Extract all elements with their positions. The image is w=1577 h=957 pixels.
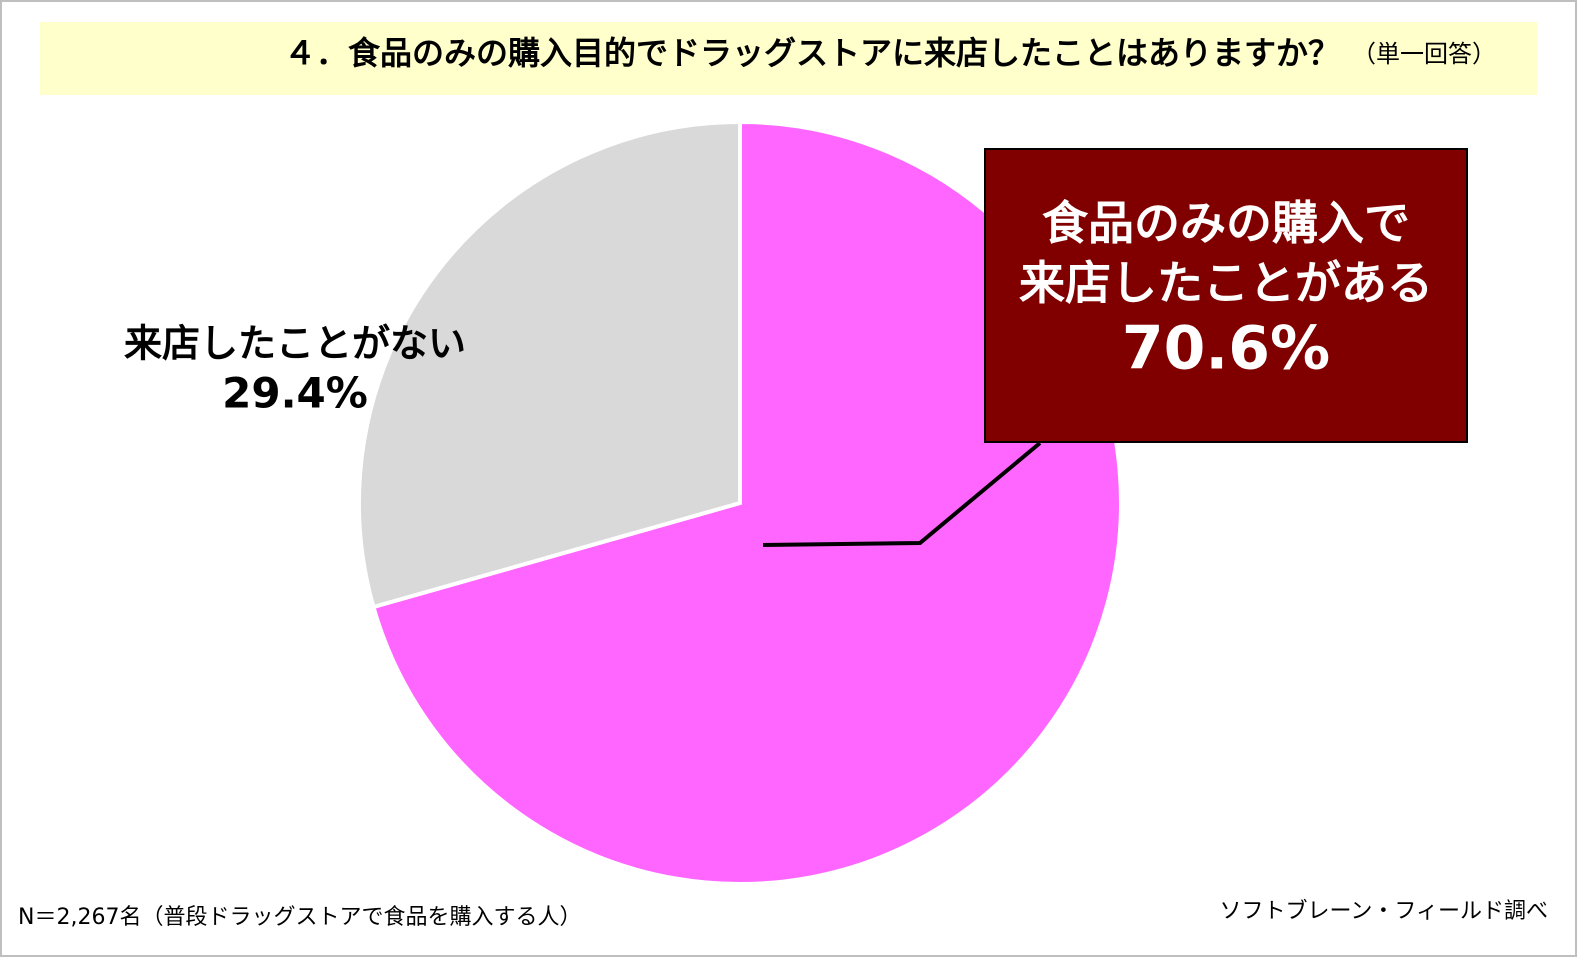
pie-slice [370,119,1123,886]
value-label: 70.6% [1122,314,1330,384]
chart-title: ４．食品のみの購入目的でドラッグストアに来店したことはありますか？ [284,34,1340,72]
leader-line [762,441,1042,547]
source-note: ソフトブレーン・フィールド調べ [1220,899,1548,924]
value-label: 29.4% [222,369,368,418]
pie-slice [357,119,742,610]
slice-label: 食品のみの購入で来店したことがある [1019,196,1433,310]
sample-note: N＝2,267名（普段ドラッグストアで食品を購入する人） [18,905,581,930]
slice-label: 来店したことがない [124,322,466,366]
title-banner [40,22,1537,95]
callout-box [984,148,1468,443]
chart-subtitle: （単一回答） [1352,40,1496,68]
